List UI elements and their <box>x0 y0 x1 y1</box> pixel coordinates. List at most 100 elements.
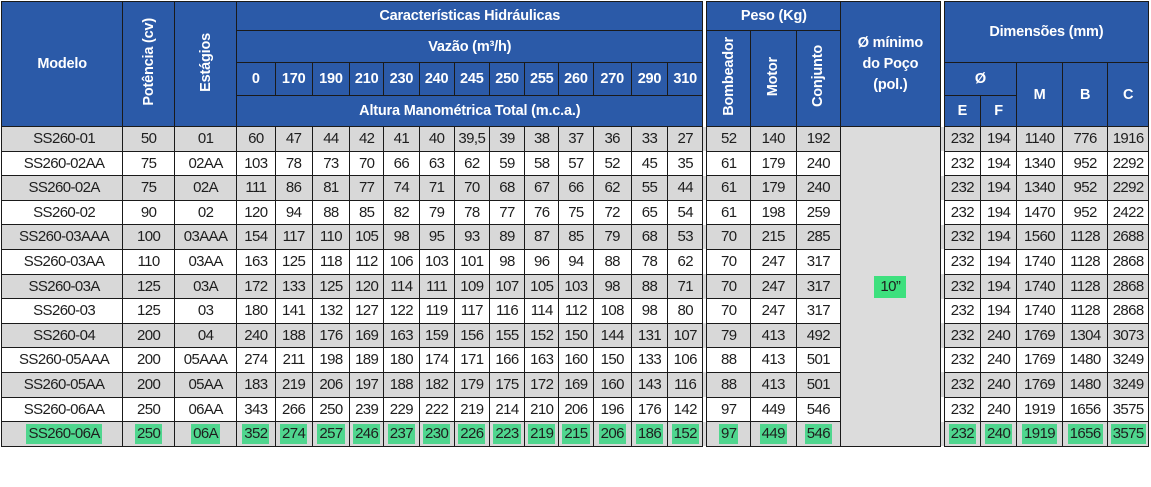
dimension-cell: 1128 <box>1061 224 1109 250</box>
head-cell: 226 <box>453 421 490 447</box>
head-cell: 109 <box>453 273 490 300</box>
dimension-cell: 1128 <box>1061 298 1109 324</box>
head-cell: 78 <box>274 150 313 177</box>
dimension-cell: 1769 <box>1016 347 1063 373</box>
dimension-cell: 194 <box>979 298 1018 324</box>
spacer <box>702 298 707 324</box>
dimension-cell-highlight: 3575 <box>1110 424 1146 445</box>
head-cell: 70 <box>453 175 490 201</box>
dimension-cell: 232 <box>943 150 981 177</box>
model-cell: SS260-02 <box>0 199 124 226</box>
dimension-cell: 2688 <box>1107 224 1149 250</box>
header-dim-c: C <box>1107 62 1149 127</box>
dimension-cell: 2422 <box>1107 199 1149 226</box>
head-cell: 118 <box>311 248 351 275</box>
head-cell: 152 <box>667 421 704 447</box>
table-row: SS260-03 125 03 180 141 132 127 122 119 117 116 114… <box>0 298 1149 324</box>
head-cell: 125 <box>274 248 313 275</box>
head-cell: 160 <box>592 371 632 398</box>
stages-cell: 03 <box>174 298 238 324</box>
head-cell: 215 <box>558 421 594 447</box>
head-cell: 53 <box>667 224 704 250</box>
model-cell-highlight: SS260-06A <box>26 424 102 445</box>
weight-cell: 61 <box>706 199 751 226</box>
head-cell: 103 <box>558 273 594 300</box>
head-cell: 112 <box>349 248 385 275</box>
head-cell: 172 <box>524 371 560 398</box>
table-row: SS260-05AA 200 05AA 183 219 206 197 188 182 179 17… <box>0 371 1149 398</box>
head-cell: 163 <box>236 248 276 275</box>
head-cell-highlight: 237 <box>387 424 415 445</box>
head-cell: 94 <box>558 248 594 275</box>
head-cell: 219 <box>453 396 490 423</box>
weight-cell: 215 <box>749 224 797 250</box>
power-cell-highlight: 250 <box>135 424 163 445</box>
weight-cell: 88 <box>706 371 751 398</box>
head-cell: 94 <box>274 199 313 226</box>
dimension-cell: 1128 <box>1061 273 1109 300</box>
head-cell: 188 <box>274 322 313 349</box>
head-cell-highlight: 219 <box>528 424 556 445</box>
dimension-cell: 2292 <box>1107 150 1149 177</box>
header-weight-set-label: Conjunto <box>810 45 827 108</box>
head-cell: 80 <box>667 298 704 324</box>
head-cell: 206 <box>311 371 351 398</box>
head-cell: 105 <box>524 273 560 300</box>
head-cell: 88 <box>592 248 632 275</box>
head-cell: 62 <box>592 175 632 201</box>
head-cell: 214 <box>488 396 526 423</box>
dimension-cell: 2868 <box>1107 248 1149 275</box>
head-cell: 111 <box>236 175 276 201</box>
weight-cell: 492 <box>795 322 842 349</box>
head-cell: 78 <box>630 248 669 275</box>
dimension-cell: 3249 <box>1107 371 1149 398</box>
head-cell: 85 <box>558 224 594 250</box>
spacer <box>940 1 945 127</box>
dimension-cell: 2292 <box>1107 175 1149 201</box>
head-cell: 38 <box>524 126 560 152</box>
header-weight-pump-label: Bombeador <box>720 37 737 116</box>
head-cell: 112 <box>558 298 594 324</box>
head-cell: 86 <box>274 175 313 201</box>
spacer <box>940 397 945 422</box>
head-cell: 219 <box>274 371 313 398</box>
header-flow-value: 190 <box>311 62 351 96</box>
head-cell: 223 <box>488 421 526 447</box>
head-cell: 257 <box>311 421 351 447</box>
weight-cell: 317 <box>795 248 842 275</box>
head-cell: 211 <box>274 347 313 373</box>
dimension-cell: 952 <box>1061 150 1109 177</box>
weight-cell: 179 <box>749 175 797 201</box>
table-body: SS260-01 50 01 60 47 44 42 41 40 39,5 39 38 37 36 33 27… <box>0 126 1149 447</box>
head-cell: 88 <box>630 273 669 300</box>
table-row: SS260-03AAA 100 03AAA 154 117 110 105 98 95 93 89 8… <box>0 224 1149 250</box>
head-cell: 152 <box>524 322 560 349</box>
head-cell: 114 <box>383 273 420 300</box>
spacer <box>702 224 707 250</box>
header-power: Potência (cv) <box>122 1 176 127</box>
dimension-cell: 194 <box>979 199 1018 226</box>
header-flow-value: 170 <box>274 62 313 96</box>
power-cell: 50 <box>122 126 176 152</box>
power-cell: 200 <box>122 347 176 373</box>
power-cell: 75 <box>122 150 176 177</box>
power-cell: 125 <box>122 298 176 324</box>
weight-cell-highlight: 97 <box>718 424 739 445</box>
head-cell: 95 <box>418 224 455 250</box>
head-cell: 174 <box>418 347 455 373</box>
head-cell: 222 <box>418 396 455 423</box>
pump-spec-table: Modelo Potência (cv) Estágios Caracterís… <box>0 1 1150 447</box>
stages-cell: 03AAA <box>174 224 238 250</box>
spacer <box>940 249 945 275</box>
weight-cell: 179 <box>749 150 797 177</box>
head-cell: 163 <box>383 322 420 349</box>
stages-cell-highlight: 06A <box>191 424 221 445</box>
table-row: SS260-04 200 04 240 188 176 169 163 159 156 155 152… <box>0 322 1149 349</box>
head-cell: 197 <box>349 371 385 398</box>
spacer <box>940 372 945 398</box>
spacer <box>702 1 707 127</box>
stages-cell: 02AA <box>174 150 238 177</box>
table-row: SS260-01 50 01 60 47 44 42 41 40 39,5 39 38 37 36 33 27… <box>0 126 1149 447</box>
dimension-cell: 232 <box>943 224 981 250</box>
head-cell: 183 <box>236 371 276 398</box>
